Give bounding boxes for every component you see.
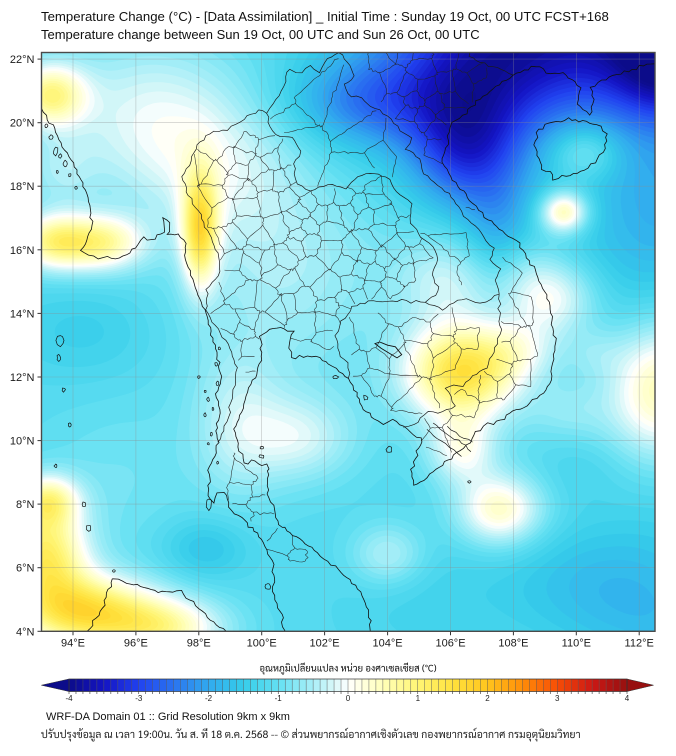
svg-text:16°N: 16°N xyxy=(10,245,35,257)
svg-text:106°E: 106°E xyxy=(435,637,465,649)
svg-text:102°E: 102°E xyxy=(310,637,340,649)
svg-text:20°N: 20°N xyxy=(10,118,35,130)
svg-text:-3: -3 xyxy=(135,694,143,703)
svg-text:96°E: 96°E xyxy=(124,637,148,649)
svg-text:6°N: 6°N xyxy=(16,563,35,575)
svg-text:4°N: 4°N xyxy=(16,626,35,638)
svg-text:108°E: 108°E xyxy=(498,637,528,649)
svg-text:10°N: 10°N xyxy=(10,436,35,448)
svg-text:4: 4 xyxy=(625,694,630,703)
svg-text:-1: -1 xyxy=(275,694,283,703)
svg-text:12°N: 12°N xyxy=(10,372,35,384)
svg-text:14°N: 14°N xyxy=(10,308,35,320)
svg-text:94°E: 94°E xyxy=(61,637,85,649)
svg-text:3: 3 xyxy=(555,694,560,703)
svg-text:18°N: 18°N xyxy=(10,181,35,193)
svg-text:2: 2 xyxy=(485,694,490,703)
svg-text:110°E: 110°E xyxy=(562,637,591,649)
svg-text:8°N: 8°N xyxy=(16,499,35,511)
svg-text:22°N: 22°N xyxy=(10,54,35,66)
svg-text:1: 1 xyxy=(416,694,421,703)
svg-text:0: 0 xyxy=(346,694,351,703)
svg-text:-4: -4 xyxy=(65,694,73,703)
svg-text:98°E: 98°E xyxy=(187,637,211,649)
svg-text:104°E: 104°E xyxy=(373,637,403,649)
svg-text:100°E: 100°E xyxy=(247,637,277,649)
svg-text:-2: -2 xyxy=(205,694,213,703)
svg-text:112°E: 112°E xyxy=(625,637,654,649)
